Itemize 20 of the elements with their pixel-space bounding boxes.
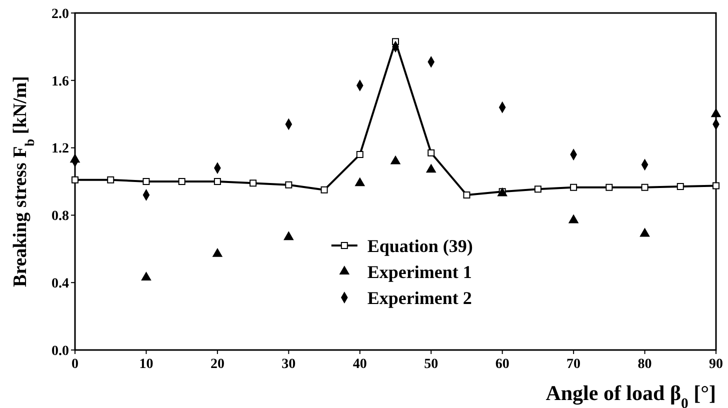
x-tick-label: 30 [282, 357, 296, 372]
x-tick-label: 20 [210, 357, 224, 372]
legend-label: Experiment 1 [367, 262, 472, 282]
x-tick-label: 60 [495, 357, 510, 372]
x-tick-label: 40 [352, 357, 367, 372]
y-tick-label: 2.0 [52, 6, 69, 22]
y-tick-label: 0.4 [52, 276, 69, 292]
y-tick-label: 0.0 [52, 344, 69, 359]
y-tick-label: 0.8 [52, 209, 69, 224]
x-tick-label: 10 [139, 357, 154, 372]
x-tick-label: 0 [72, 357, 78, 372]
legend-label: Experiment 2 [367, 288, 472, 308]
y-tick-label: 1.2 [52, 142, 69, 157]
x-tick-label: 80 [638, 357, 652, 372]
x-axis-title: Angle of load β$_{0}$ [°] [546, 381, 716, 408]
y-tick-label: 1.6 [52, 74, 69, 90]
x-tick-label: 70 [566, 357, 581, 372]
x-tick-label: 50 [424, 357, 438, 372]
x-tick-label: 90 [709, 357, 723, 372]
legend-label: Equation (39) [367, 236, 473, 256]
